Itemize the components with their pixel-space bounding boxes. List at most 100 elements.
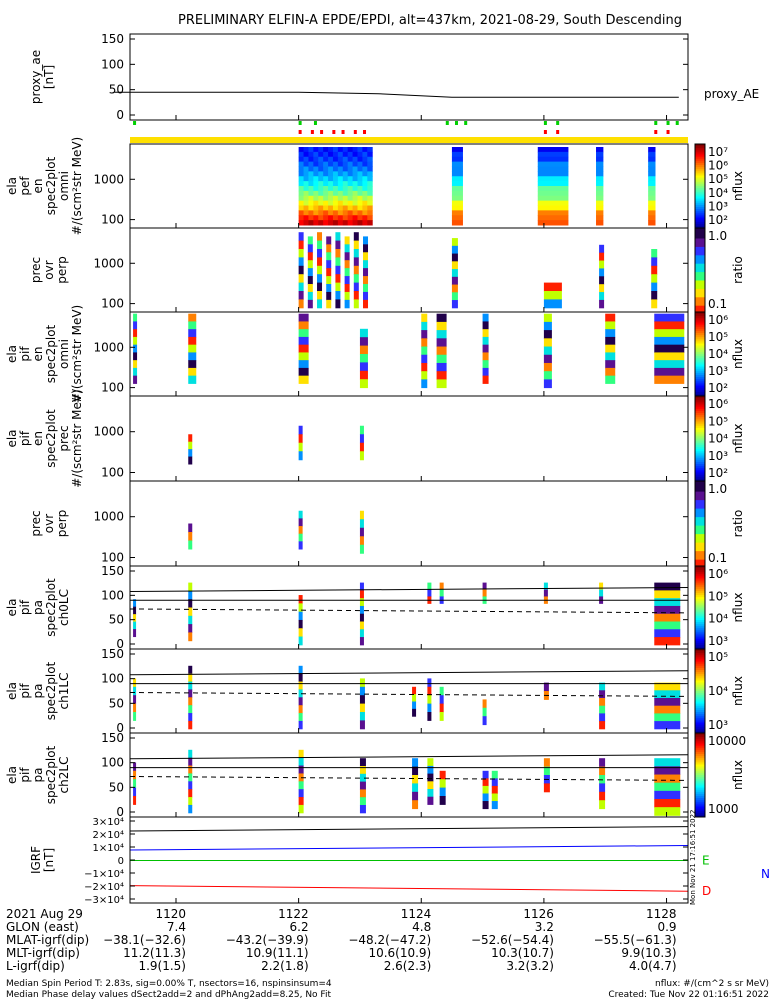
spectrogram-cell (298, 195, 305, 202)
spectrogram-cell (362, 186, 368, 192)
colorbar-cell (695, 495, 705, 499)
data-cell (188, 665, 193, 675)
data-cell (427, 686, 432, 696)
data-cell (326, 244, 332, 253)
data-cell (298, 352, 309, 361)
y-tick-label: 50 (109, 780, 124, 794)
data-cell (188, 599, 193, 608)
data-cell (133, 762, 137, 772)
y-tick-label: 50 (109, 613, 124, 627)
spectrogram-cell (347, 161, 354, 167)
spectrogram-cell (298, 176, 305, 182)
x-row-value: 1.9(1.5) (138, 959, 186, 973)
colorbar-cell (695, 519, 705, 522)
data-cell (188, 765, 193, 774)
colorbar-cell (695, 154, 705, 158)
spectrogram-cell (596, 186, 604, 192)
data-cell (298, 321, 309, 330)
colorbar-cell (695, 638, 705, 642)
colorbar-cell (695, 680, 705, 684)
data-cell (188, 329, 197, 338)
colorbar-cell (695, 527, 705, 531)
data-cell (359, 345, 368, 355)
x-row-value: 1124 (401, 907, 432, 921)
data-cell (363, 291, 369, 301)
x-row-value: 9.9(10.3) (621, 946, 676, 960)
spectrogram-cell (308, 210, 314, 216)
colorbar-tick-label: 10⁴ (708, 432, 728, 446)
data-cell (298, 673, 303, 683)
colorbar-frame (694, 732, 706, 818)
colorbar-cell (695, 697, 705, 700)
spectrogram-cell (298, 220, 305, 226)
spectrogram-cell (352, 171, 358, 177)
data-cell (654, 790, 681, 800)
data-cell (188, 749, 193, 759)
spectrogram-cell (318, 176, 324, 182)
colorbar-cell (695, 468, 705, 471)
colorbar-tick-label: 10000 (708, 734, 746, 748)
data-cell (359, 451, 364, 461)
data-cell (482, 329, 489, 338)
colorbar-cell (695, 204, 705, 208)
data-cell (427, 758, 434, 767)
colorbar-cell (695, 682, 705, 686)
spectrogram-cell (362, 205, 368, 211)
spectrogram-cell (342, 210, 349, 216)
data-cell (654, 352, 685, 361)
colorbar-tick-label: 1000 (708, 802, 739, 816)
data-cell (317, 257, 323, 267)
green-marker (133, 121, 137, 125)
data-cell (133, 779, 137, 789)
colorbar-cell (695, 493, 705, 497)
data-cell (353, 240, 359, 250)
spectrogram-cell (367, 195, 373, 202)
colorbar-cell (695, 347, 705, 351)
colorbar-cell (695, 563, 705, 567)
y-axis-label: ovr (42, 514, 56, 533)
spectrogram-cell (451, 200, 463, 206)
spectrogram-cell (596, 181, 604, 187)
colorbar-cell (695, 555, 705, 558)
colorbar-cell (695, 432, 705, 435)
spectrogram-cell (362, 195, 368, 202)
spectrogram-cell (318, 215, 324, 221)
colorbar-cell (695, 341, 705, 344)
spectrogram-cell (318, 147, 324, 153)
colorbar-cell (695, 364, 705, 368)
spectrogram-cell (328, 190, 334, 197)
data-cell (599, 252, 605, 262)
y-axis-label: spec2plot (44, 156, 58, 215)
data-cell (344, 252, 350, 261)
spectrogram-cell (362, 190, 368, 197)
green-marker (464, 121, 468, 125)
colorbar-cell (695, 572, 705, 575)
data-cell (599, 284, 605, 293)
x-row-value: 10.3(10.7) (491, 946, 554, 960)
data-cell (359, 582, 364, 591)
data-cell (654, 637, 681, 646)
colorbar-cell (695, 481, 705, 484)
spectrogram-cell (362, 161, 368, 167)
data-cell (651, 282, 658, 292)
red-marker (353, 130, 357, 134)
red-marker (363, 130, 367, 134)
data-cell (599, 791, 606, 801)
data-cell (654, 321, 685, 330)
data-cell (543, 582, 548, 591)
data-cell (307, 276, 313, 285)
spectrogram-cell (337, 210, 344, 216)
data-cell (298, 665, 303, 675)
spectrogram-cell (596, 161, 604, 167)
data-cell (335, 274, 341, 284)
spectrogram-cell (362, 220, 368, 226)
spectrogram-cell (342, 205, 349, 211)
data-cell (133, 695, 137, 705)
data-cell (359, 362, 368, 372)
y-axis-label: en (31, 347, 45, 362)
colorbar-cell (695, 438, 705, 442)
spectrogram-cell (362, 176, 368, 182)
data-cell (317, 291, 323, 300)
data-cell (363, 299, 369, 309)
spectrogram-cell (362, 156, 368, 163)
